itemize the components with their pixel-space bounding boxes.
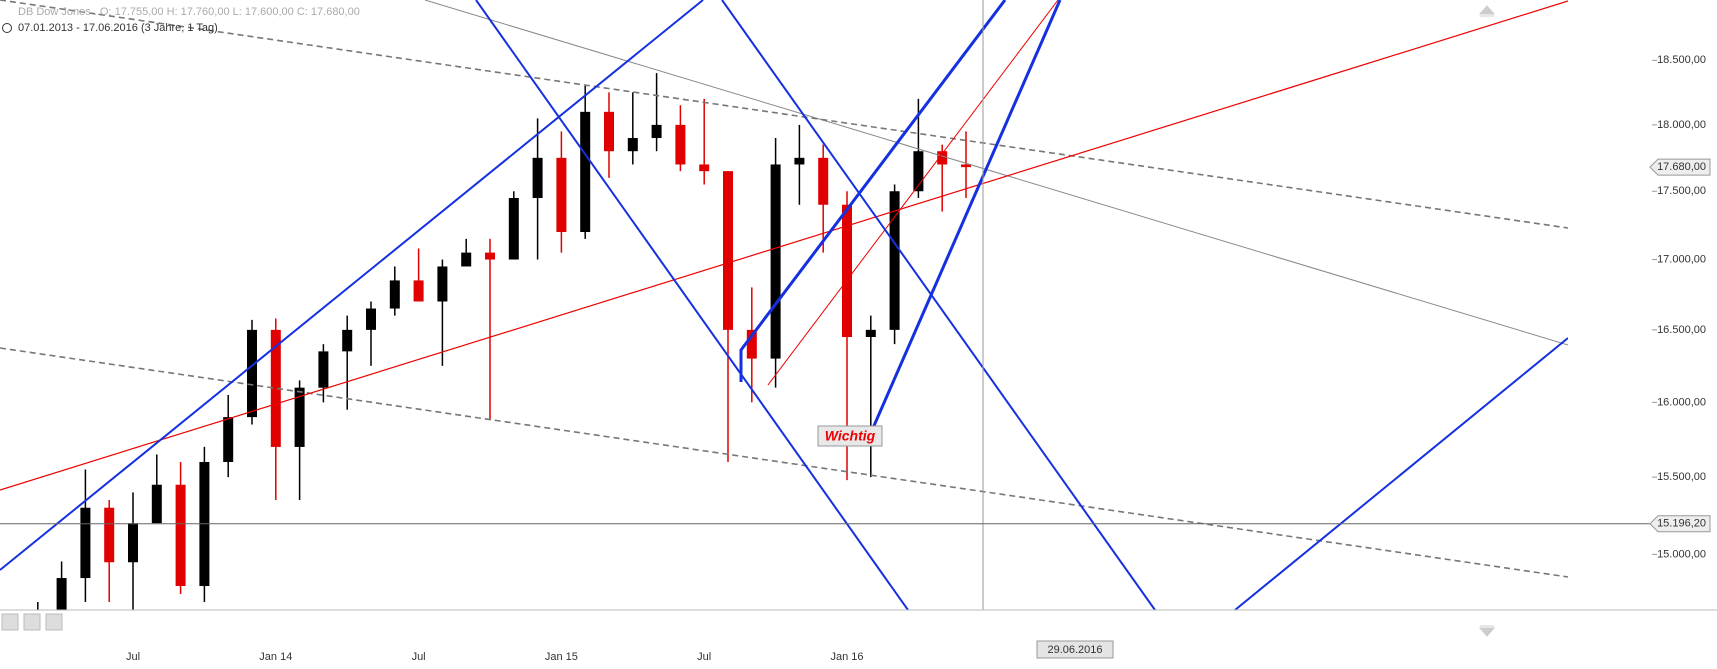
x-tick-label: Jul [697, 651, 711, 663]
candle-body [675, 124, 686, 165]
candle-body [556, 157, 567, 232]
x-tick-label: Jan 14 [259, 651, 292, 663]
candle-body [247, 329, 257, 418]
candle-body [318, 351, 329, 388]
candle-body [723, 171, 733, 330]
candle-body [937, 151, 948, 165]
y-tick-label: 15.000,00 [1657, 548, 1706, 560]
candle-body [80, 507, 91, 579]
candle-body [699, 164, 710, 172]
candle-body [794, 157, 805, 165]
candle-body [532, 157, 543, 198]
trendline [721, 0, 1156, 610]
plot-area [37, 73, 971, 610]
candle-body [865, 329, 876, 338]
candle-body [651, 124, 662, 139]
menu-button[interactable] [45, 613, 63, 631]
annotation: Wichtig [825, 428, 876, 444]
x-tick-label: Jan 15 [545, 651, 578, 663]
candle-body [961, 164, 971, 168]
trendline [1234, 337, 1568, 610]
trendline [0, 0, 1568, 229]
candle-body [223, 417, 234, 462]
y-tick-label: 17.500,00 [1657, 185, 1706, 197]
price-marker-label: 17.680,00 [1657, 161, 1706, 173]
y-tick-label: 15.500,00 [1657, 471, 1706, 483]
price-marker-box [1649, 158, 1711, 176]
candle-body [366, 308, 376, 330]
trendlines [0, 0, 1568, 610]
trendline [0, 347, 1568, 578]
candle-body [508, 197, 519, 260]
clock-icon [2, 23, 12, 33]
y-tick-label: 16.000,00 [1657, 396, 1706, 408]
save-button[interactable] [23, 613, 41, 631]
zoom-button[interactable] [1, 613, 19, 631]
candle-body [413, 280, 424, 302]
candle-body [580, 111, 591, 232]
candle-body [746, 329, 757, 359]
candle-body [270, 329, 281, 447]
candle-body [128, 523, 138, 563]
price-marker-box [1649, 515, 1711, 533]
x-tick-label: Jan 16 [830, 651, 863, 663]
candle-body [104, 507, 115, 563]
x-tick-label: Jul [412, 651, 426, 663]
scroll-down[interactable] [1478, 625, 1496, 637]
crosshair-label-box [1036, 640, 1114, 659]
y-tick-label: 16.500,00 [1657, 324, 1706, 336]
toolbar [1, 613, 63, 631]
trendline [424, 0, 1568, 346]
trendline [871, 0, 1062, 429]
y-tick-label: 18.000,00 [1657, 119, 1706, 131]
candle-body [818, 157, 829, 205]
crosshair-label: 29.06.2016 [1047, 644, 1102, 656]
y-tick-label: 18.500,00 [1657, 54, 1706, 66]
candle-body [604, 111, 614, 152]
trendline [767, 0, 1059, 386]
candle-body [56, 578, 67, 610]
candle-body [175, 484, 186, 587]
y-tick-label: 17.000,00 [1657, 253, 1706, 265]
candle-body [770, 164, 781, 359]
price-marker-label: 15.196,20 [1657, 518, 1706, 530]
trendline [475, 0, 909, 610]
candle-body [294, 387, 305, 447]
annotation-box [817, 425, 883, 447]
period-label: 07.01.2013 - 17.06.2016 (3 Jahre, 1 Tag) [18, 22, 218, 34]
scroll-up[interactable] [1478, 5, 1496, 17]
x-tick-label: Jul [126, 651, 140, 663]
candle-body [627, 138, 638, 152]
candle-body [842, 204, 852, 338]
trendline [0, 0, 1568, 491]
candle-body [485, 252, 495, 260]
instrument-header: DB Dow Jones ..O: 17.755,00 H: 17.760,00… [18, 6, 360, 18]
candle-body [889, 191, 900, 330]
candle-body [913, 151, 924, 192]
candle-body [437, 266, 448, 302]
candle-body [342, 329, 353, 352]
candle-body [389, 280, 400, 309]
candle-body [461, 252, 472, 267]
trendline [0, 0, 704, 571]
candle-body [151, 484, 162, 524]
trendline [739, 0, 1007, 382]
